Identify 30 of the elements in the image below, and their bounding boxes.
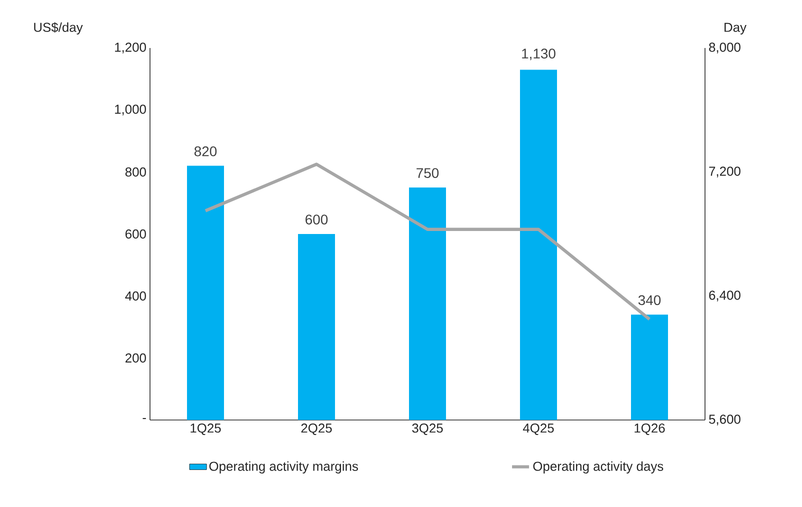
data-label: 820 <box>194 146 217 156</box>
data-label: 600 <box>306 214 328 224</box>
bar <box>187 166 224 420</box>
y2-tick-label: 5,600 <box>709 414 740 426</box>
bar <box>631 314 668 420</box>
y-tick-label: 600 <box>126 229 146 239</box>
bar <box>298 234 335 420</box>
y2-tick-label: 7,200 <box>709 166 740 178</box>
y-tick-label: 1,200 <box>115 42 146 54</box>
y2-tick-label: 8,000 <box>709 42 740 54</box>
data-label: 340 <box>638 295 661 306</box>
y-tick-label: - <box>142 418 146 420</box>
y-axis-title: US$/day <box>34 22 83 34</box>
x-tick-label: 3Q25 <box>412 424 443 436</box>
y2-tick-label: 6,400 <box>709 290 740 302</box>
bar <box>409 187 446 420</box>
x-tick-label: 2Q25 <box>301 424 332 436</box>
bar <box>520 70 558 420</box>
data-label: 750 <box>416 168 439 178</box>
y-tick-label: 400 <box>125 291 146 301</box>
data-label: 1,130 <box>522 48 556 60</box>
x-tick-label: 4Q25 <box>522 424 554 436</box>
legend-label: Operating activity days <box>533 461 664 474</box>
y-tick-label: 1,000 <box>115 104 146 116</box>
x-tick-label: 1Q26 <box>634 424 665 436</box>
x-tick-label: 1Q25 <box>190 424 221 436</box>
y-tick-label: 800 <box>125 167 146 177</box>
y-tick-label: 200 <box>126 353 146 363</box>
legend-label: Operating activity margins <box>209 461 358 474</box>
y2-axis-title: Day <box>724 22 746 34</box>
